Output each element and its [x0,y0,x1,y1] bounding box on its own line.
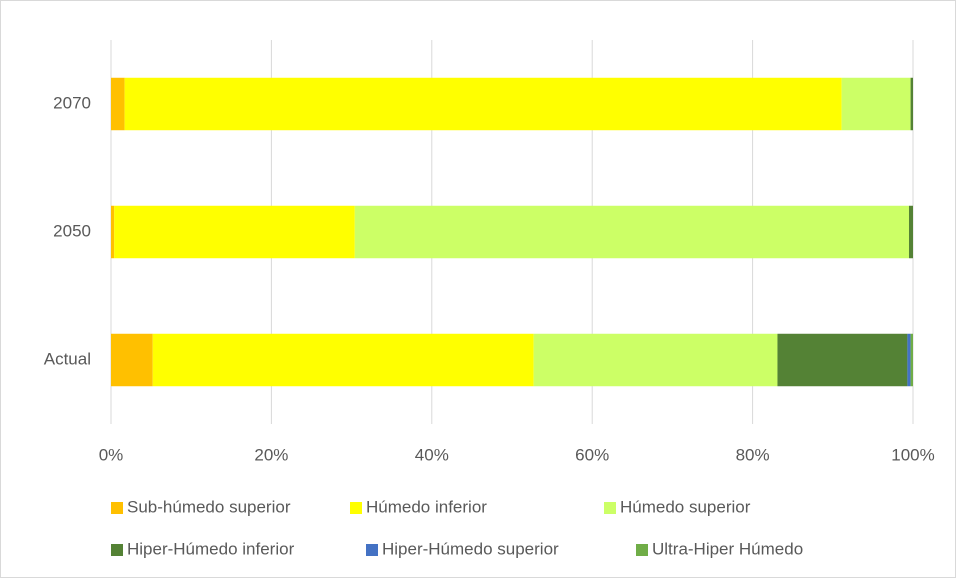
bar-segment [910,333,913,387]
legend-swatch [350,502,362,514]
bar-segment [114,205,355,259]
legend-swatch [111,502,123,514]
legend-label: Húmedo inferior [366,497,487,516]
legend-swatch [366,544,378,556]
bar-segment [533,333,778,387]
x-tick-label: 0% [99,445,124,464]
legend-swatch [604,502,616,514]
y-tick-label: Actual [44,349,91,368]
x-tick-label: 80% [736,445,770,464]
bar-segment [111,77,125,131]
legend-label: Ultra-Hiper Húmedo [652,539,803,558]
legend-label: Húmedo superior [620,497,751,516]
bar-segment [908,205,913,259]
legend-label: Hiper-Húmedo inferior [127,539,295,558]
legend-swatch [636,544,648,556]
x-tick-label: 60% [575,445,609,464]
bar-segment [111,205,115,259]
y-tick-label: 2050 [53,221,91,240]
bar-segment [841,77,911,131]
bar-segment [354,205,909,259]
legend-swatch [111,544,123,556]
x-tick-label: 40% [415,445,449,464]
legend-label: Sub-húmedo superior [127,497,291,516]
x-tick-label: 100% [891,445,934,464]
x-tick-label: 20% [254,445,288,464]
legend-label: Hiper-Húmedo superior [382,539,559,558]
bar-segment [152,333,534,387]
y-tick-label: 2070 [53,93,91,112]
bar-segment [910,77,913,131]
bar-segment [777,333,908,387]
bar-segment [111,333,153,387]
bar-segment [907,333,911,387]
bar-segment [124,77,842,131]
